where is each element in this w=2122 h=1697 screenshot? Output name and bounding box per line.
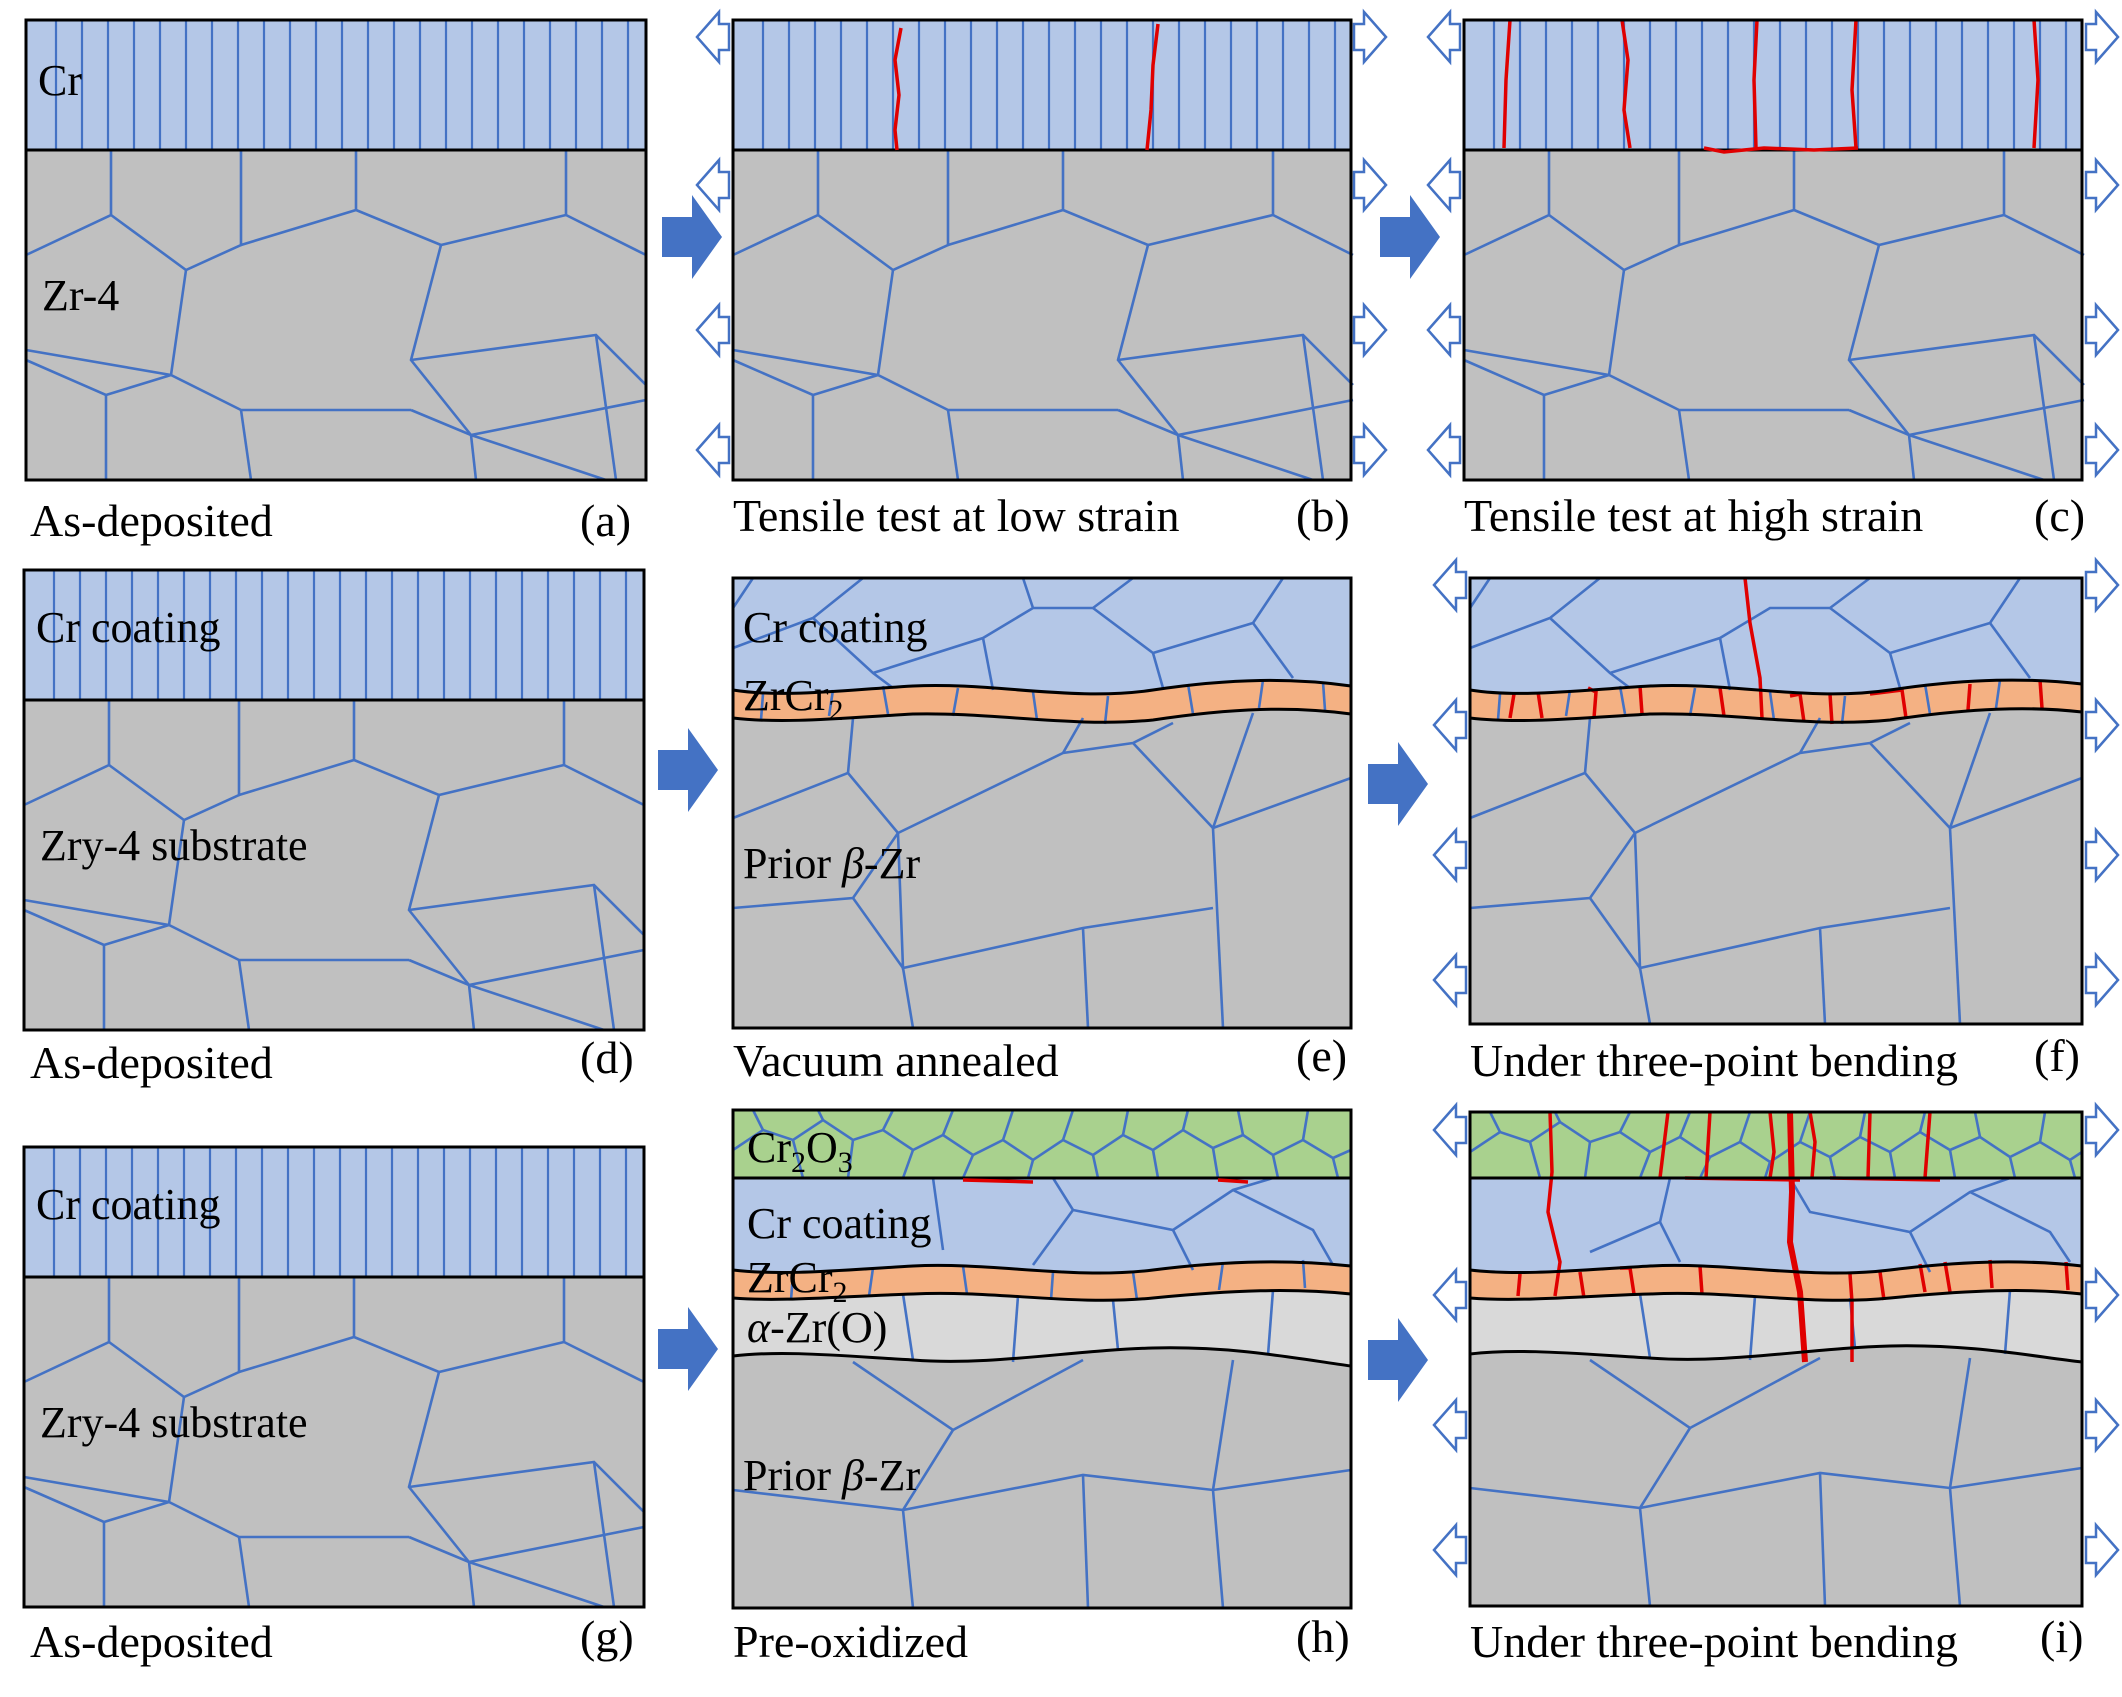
caption-h: Pre-oxidized: [733, 1616, 968, 1667]
panel-id-d: (d): [580, 1032, 634, 1083]
layer-label-cr-coating: Cr coating: [36, 1180, 221, 1229]
layer-label-zry4-substrate: Zry-4 substrate: [40, 1398, 308, 1447]
panel-f: [1468, 576, 2084, 1026]
panel-d: Cr coating Zry-4 substrate: [22, 568, 646, 1032]
block-arrow-right-icon: [658, 728, 718, 812]
caption-g: As-deposited: [30, 1616, 273, 1667]
panel-e: Cr coating ZrCr2 Prior β-Zr: [731, 576, 1353, 1030]
layer-label-cr-coating: Cr coating: [743, 603, 928, 652]
caption-e: Vacuum annealed: [733, 1035, 1059, 1086]
panel-a: Cr Zr-4: [24, 18, 648, 482]
caption-i: Under three-point bending: [1470, 1616, 1958, 1667]
panel-id-g: (g): [580, 1611, 634, 1662]
layer-label-prior-beta-zr: Prior β-Zr: [743, 839, 920, 888]
panel-id-c: (c): [2034, 490, 2085, 541]
layer-label-zrcr2: ZrCr2: [747, 1253, 848, 1309]
layer-label-cr: Cr: [38, 56, 82, 105]
block-arrow-right-icon: [1380, 195, 1440, 279]
block-arrow-right-icon: [1368, 742, 1428, 826]
caption-b: Tensile test at low strain: [733, 490, 1179, 541]
block-arrow-right-icon: [1368, 1318, 1428, 1402]
panel-b: [731, 18, 1355, 482]
layer-label-cr-coating: Cr coating: [747, 1199, 932, 1248]
panel-id-f: (f): [2034, 1030, 2080, 1081]
panel-c: [1462, 18, 2086, 482]
panel-id-i: (i): [2040, 1611, 2083, 1662]
layer-label-zrcr2: ZrCr2: [743, 671, 844, 727]
layer-label-zry4-substrate: Zry-4 substrate: [40, 821, 308, 870]
layer-label-cr2o3: Cr2O3: [747, 1123, 853, 1179]
caption-f: Under three-point bending: [1470, 1035, 1958, 1086]
panel-h: Cr2O3 Cr coating ZrCr2 α-Zr(O) Prior β-Z…: [731, 1108, 1353, 1610]
panel-id-b: (b): [1296, 490, 1350, 541]
caption-d: As-deposited: [30, 1037, 273, 1088]
caption-a: As-deposited: [30, 495, 273, 546]
panel-i: [1468, 1110, 2084, 1608]
panel-id-a: (a): [580, 495, 631, 546]
block-arrow-right-icon: [662, 195, 722, 279]
layer-label-cr-coating: Cr coating: [36, 603, 221, 652]
panel-id-e: (e): [1296, 1030, 1347, 1081]
layer-label-zr4: Zr-4: [42, 271, 119, 320]
panel-id-h: (h): [1296, 1611, 1350, 1662]
layer-label-alpha-zr-o: α-Zr(O): [747, 1303, 887, 1352]
caption-c: Tensile test at high strain: [1464, 490, 1923, 541]
layer-label-prior-beta-zr: Prior β-Zr: [743, 1451, 920, 1500]
panel-g: Cr coating Zry-4 substrate: [22, 1145, 646, 1609]
block-arrow-right-icon: [658, 1307, 718, 1391]
